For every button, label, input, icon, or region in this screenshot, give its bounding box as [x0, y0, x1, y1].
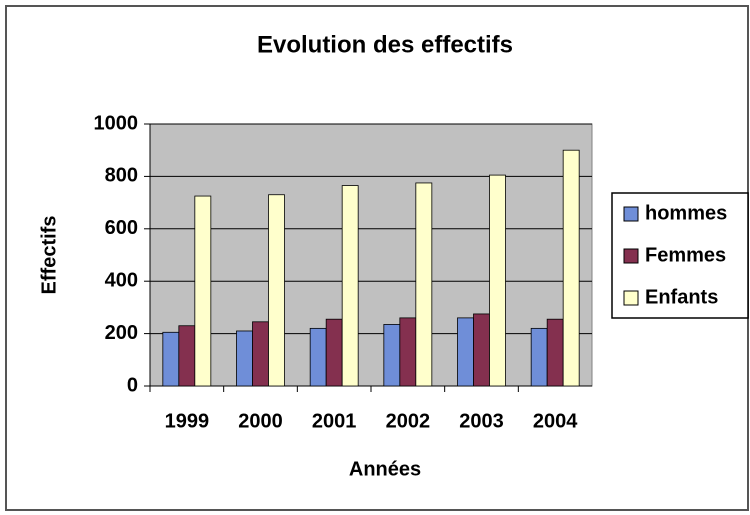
- x-tick-label: 2001: [312, 410, 357, 432]
- y-tick-label: 200: [105, 322, 138, 344]
- y-tick-label: 800: [105, 165, 138, 187]
- bar: [236, 330, 253, 387]
- legend-label: Femmes: [645, 244, 726, 266]
- bar: [546, 318, 564, 387]
- bar: [530, 327, 548, 387]
- y-tick-label: 600: [105, 217, 138, 239]
- chart-title: Evolution des effectifs: [257, 31, 513, 58]
- x-tick-label: 2002: [386, 410, 431, 432]
- bar: [341, 185, 359, 387]
- x-tick-label: 2000: [238, 410, 283, 432]
- bar: [473, 313, 490, 387]
- legend-swatch: [623, 290, 639, 306]
- plot-area: [149, 123, 593, 387]
- legend-label: hommes: [645, 202, 727, 224]
- bar: [325, 318, 343, 387]
- y-tick-label: 0: [127, 374, 138, 396]
- bar: [399, 317, 417, 387]
- bar: [562, 149, 580, 387]
- legend-label: Enfants: [645, 286, 718, 308]
- x-axis-label: Années: [349, 458, 421, 480]
- bar: [194, 195, 212, 387]
- bar: [178, 325, 196, 387]
- y-tick-label: 400: [105, 269, 138, 291]
- legend-swatch: [623, 206, 639, 222]
- bar: [268, 194, 285, 387]
- bar: [383, 324, 401, 387]
- bar: [415, 182, 433, 387]
- legend-swatch: [623, 248, 639, 264]
- x-tick-label: 1999: [165, 410, 210, 432]
- bar: [489, 174, 506, 387]
- bar: [252, 321, 269, 387]
- bar: [457, 317, 474, 387]
- x-tick-label: 2003: [459, 410, 504, 432]
- y-axis-label: Effectifs: [38, 216, 60, 295]
- x-tick-label: 2004: [533, 410, 578, 432]
- bar: [162, 331, 180, 387]
- bar: [309, 327, 327, 387]
- y-tick-label: 1000: [94, 112, 139, 134]
